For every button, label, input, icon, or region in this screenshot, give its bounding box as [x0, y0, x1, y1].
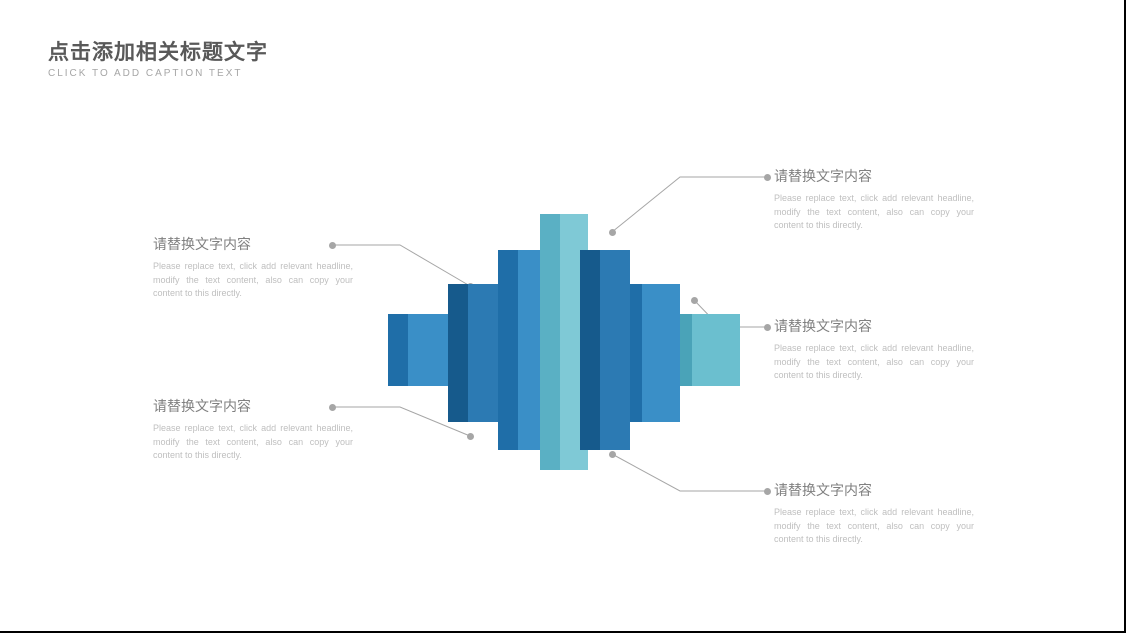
caption-title: 请替换文字内容	[153, 234, 353, 254]
slide-header: 点击添加相关标题文字 CLICK TO ADD CAPTION TEXT	[48, 36, 268, 79]
bar-6	[672, 314, 740, 386]
connector-dot	[329, 242, 336, 249]
caption-body: Please replace text, click add relevant …	[153, 260, 353, 301]
bar-dot	[691, 297, 698, 304]
caption-left-1: 请替换文字内容 Please replace text, click add r…	[153, 234, 353, 301]
bar-5	[622, 284, 680, 422]
caption-title: 请替换文字内容	[774, 316, 974, 336]
caption-right-2: 请替换文字内容 Please replace text, click add r…	[774, 316, 974, 383]
connector-dot	[764, 324, 771, 331]
caption-body: Please replace text, click add relevant …	[774, 506, 974, 547]
connector-dot	[764, 488, 771, 495]
caption-title: 请替换文字内容	[153, 396, 353, 416]
slide-subtitle: CLICK TO ADD CAPTION TEXT	[48, 68, 268, 79]
slide-title: 点击添加相关标题文字	[48, 36, 268, 66]
bar-0	[388, 314, 456, 386]
bar-4	[580, 250, 630, 450]
bar-dot	[467, 433, 474, 440]
bar-dot	[609, 229, 616, 236]
bar-chart-3d	[388, 214, 738, 474]
caption-right-3: 请替换文字内容 Please replace text, click add r…	[774, 480, 974, 547]
caption-body: Please replace text, click add relevant …	[774, 342, 974, 383]
caption-body: Please replace text, click add relevant …	[774, 192, 974, 233]
caption-left-2: 请替换文字内容 Please replace text, click add r…	[153, 396, 353, 463]
caption-body: Please replace text, click add relevant …	[153, 422, 353, 463]
connector-dot	[764, 174, 771, 181]
caption-title: 请替换文字内容	[774, 166, 974, 186]
caption-title: 请替换文字内容	[774, 480, 974, 500]
bar-dot	[609, 451, 616, 458]
caption-right-1: 请替换文字内容 Please replace text, click add r…	[774, 166, 974, 233]
connector-dot	[329, 404, 336, 411]
